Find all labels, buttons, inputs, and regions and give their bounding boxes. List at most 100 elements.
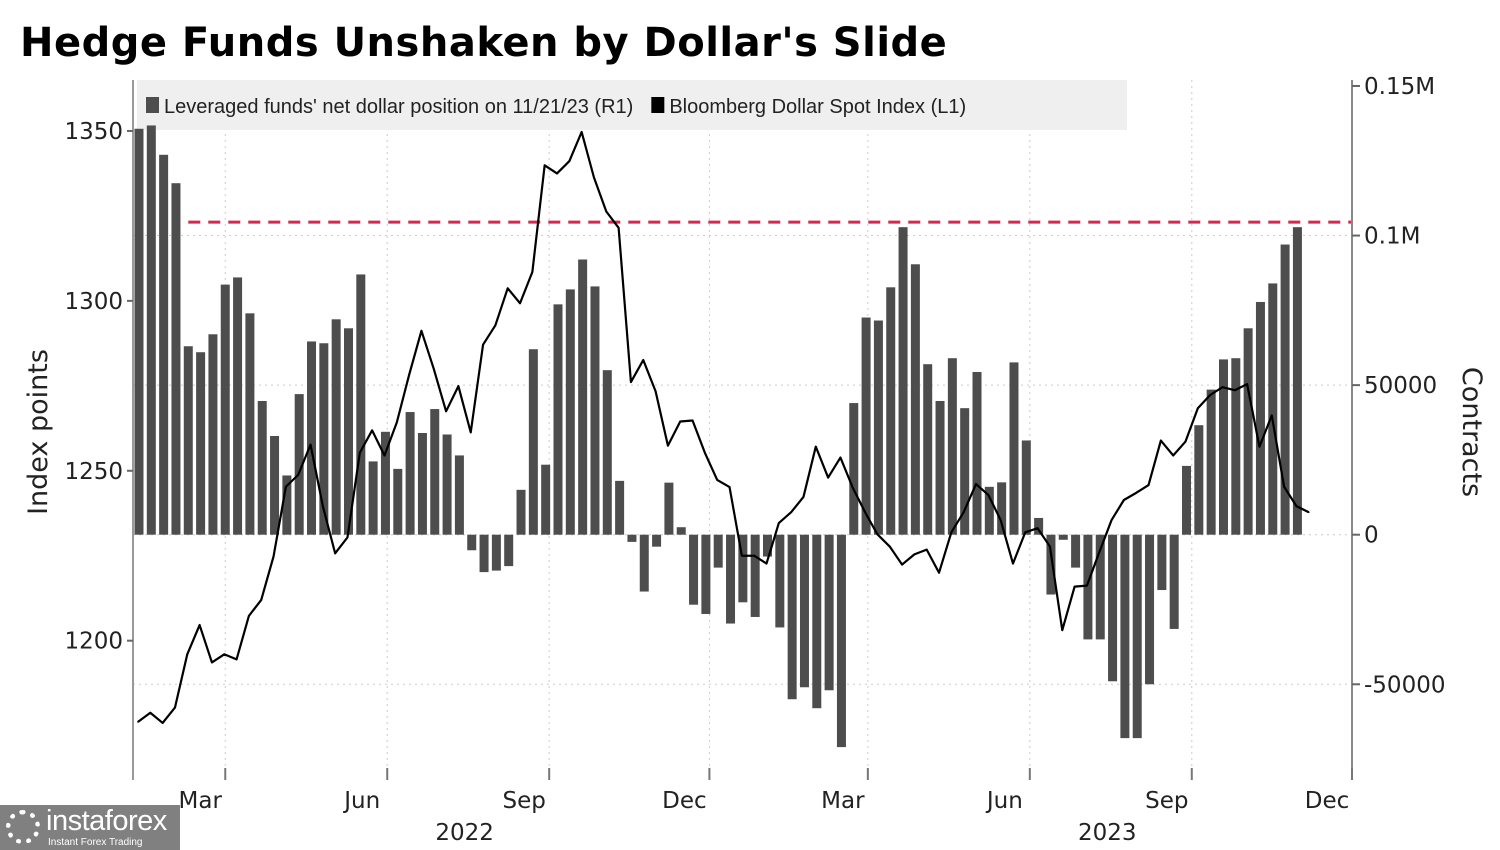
bar bbox=[738, 534, 748, 603]
year-label: 2022 bbox=[435, 820, 494, 846]
bar bbox=[368, 461, 378, 535]
bar bbox=[886, 287, 896, 535]
bar bbox=[504, 534, 514, 567]
line-point bbox=[814, 445, 817, 448]
line-point bbox=[679, 420, 682, 423]
line-point bbox=[211, 661, 213, 664]
bar bbox=[1218, 359, 1228, 535]
bar bbox=[541, 464, 551, 535]
line-point bbox=[938, 571, 940, 574]
bar-series bbox=[134, 125, 1302, 748]
bar bbox=[1046, 534, 1056, 595]
line-point bbox=[765, 562, 768, 565]
line-point bbox=[494, 324, 497, 327]
line-point bbox=[667, 444, 669, 447]
bar bbox=[861, 317, 871, 535]
bar bbox=[516, 489, 526, 535]
bar bbox=[220, 284, 230, 535]
bar bbox=[319, 343, 329, 535]
line-point bbox=[395, 421, 398, 424]
bar bbox=[652, 534, 662, 547]
bar bbox=[799, 534, 809, 688]
right-tick-label: 0.1M bbox=[1364, 224, 1420, 250]
line-point bbox=[950, 531, 953, 534]
left-axis-label: Index points bbox=[23, 349, 54, 515]
bar bbox=[689, 534, 699, 605]
bar bbox=[1095, 534, 1105, 640]
line-point bbox=[1061, 629, 1064, 631]
line-point bbox=[1135, 492, 1138, 494]
line-point bbox=[1123, 499, 1125, 501]
line-point bbox=[149, 711, 152, 714]
x-tick-label: Mar bbox=[179, 788, 223, 814]
bar bbox=[159, 154, 169, 535]
bar bbox=[997, 482, 1007, 535]
line-point bbox=[630, 381, 632, 383]
bar bbox=[196, 352, 206, 535]
line-point bbox=[790, 511, 792, 514]
line-point bbox=[593, 176, 595, 179]
line-point bbox=[839, 456, 842, 459]
line-point bbox=[999, 519, 1002, 521]
line-point bbox=[137, 721, 139, 723]
line-point bbox=[519, 302, 521, 305]
bar bbox=[873, 320, 883, 535]
bar bbox=[1120, 534, 1130, 739]
bar bbox=[910, 264, 920, 535]
x-tick-label: Jun bbox=[985, 788, 1023, 814]
line-point bbox=[1221, 386, 1224, 388]
line-point bbox=[716, 479, 719, 481]
bar bbox=[1182, 465, 1192, 535]
bar bbox=[171, 183, 181, 535]
line-point bbox=[309, 443, 312, 446]
bar bbox=[713, 534, 723, 568]
line-point bbox=[223, 653, 226, 656]
bar bbox=[824, 534, 834, 691]
line-point bbox=[272, 555, 275, 558]
line-point bbox=[186, 653, 189, 656]
line-point bbox=[198, 624, 201, 626]
line-point bbox=[1246, 383, 1248, 385]
line-point bbox=[285, 485, 287, 488]
right-axis-label: Contracts bbox=[1456, 367, 1487, 497]
line-point bbox=[1049, 545, 1051, 548]
line-point bbox=[297, 474, 299, 476]
line-series bbox=[137, 130, 1310, 725]
bar bbox=[1280, 244, 1290, 535]
bar bbox=[1157, 534, 1167, 591]
bar bbox=[491, 534, 501, 571]
line-point bbox=[876, 533, 879, 536]
line-point bbox=[543, 164, 546, 167]
line-point bbox=[1024, 531, 1027, 534]
line-point bbox=[580, 131, 583, 133]
bar bbox=[898, 227, 908, 535]
bar bbox=[1255, 301, 1265, 535]
bar bbox=[1206, 389, 1216, 535]
line-point bbox=[851, 486, 854, 489]
line-point bbox=[556, 172, 558, 175]
line-point bbox=[704, 451, 706, 454]
bar bbox=[454, 455, 464, 535]
bar bbox=[676, 527, 686, 535]
bar bbox=[1083, 534, 1093, 640]
bar bbox=[1021, 440, 1031, 535]
bar bbox=[479, 534, 489, 573]
line-point bbox=[371, 429, 373, 432]
bar bbox=[442, 434, 452, 535]
bar bbox=[565, 289, 575, 535]
line-point bbox=[322, 505, 324, 507]
legend-label-bars: Leveraged funds' net dollar position on … bbox=[164, 96, 633, 118]
bar bbox=[294, 394, 304, 535]
bar bbox=[1194, 425, 1204, 535]
bar bbox=[615, 480, 625, 535]
year-label: 2023 bbox=[1078, 820, 1137, 846]
line-point bbox=[987, 494, 990, 496]
bar bbox=[639, 534, 649, 592]
bar bbox=[947, 358, 957, 535]
line-point bbox=[1270, 414, 1273, 417]
bar bbox=[430, 409, 440, 535]
bar bbox=[1009, 362, 1019, 535]
line-point bbox=[778, 522, 780, 524]
bar bbox=[590, 286, 600, 535]
bar bbox=[1034, 517, 1044, 535]
